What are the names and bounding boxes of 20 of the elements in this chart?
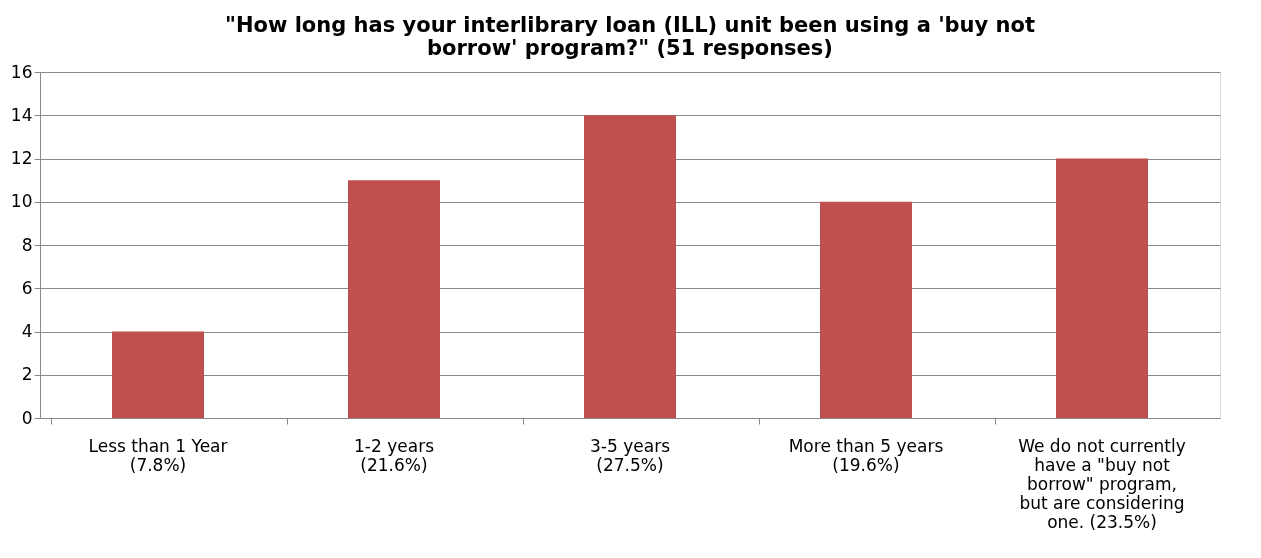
y-tick-label: 12: [10, 148, 33, 168]
x-tick-label: More than 5 years (19.6%): [788, 435, 944, 475]
bar: [820, 201, 912, 418]
bar: [584, 115, 676, 418]
y-tick-label: 8: [21, 234, 33, 255]
y-tick-label: 0: [21, 407, 33, 428]
bar: [112, 331, 204, 418]
bar: [1056, 158, 1148, 418]
x-tick-label: 3-5 years (27.5%): [590, 435, 671, 475]
y-tick-label: 10: [10, 191, 33, 212]
x-tick-label: 1-2 years (21.6%): [354, 435, 435, 475]
y-tick-label: 14: [10, 104, 33, 125]
y-tick-label: 16: [10, 61, 33, 82]
chart-title: "How long has your interlibrary loan (ILL) unit been using a 'buy not borrow' program?" (51 responses): [225, 13, 1035, 60]
y-tick-label: 6: [21, 277, 33, 298]
bar: [348, 180, 440, 418]
y-tick-label: 2: [21, 364, 33, 385]
x-tick-label: Less than 1 Year (7.8%): [88, 435, 228, 475]
y-tick-label: 4: [21, 321, 33, 341]
x-tick-label: We do not currently have a "buy not borrow" program, but are considering one. (23.5%): [1018, 435, 1186, 532]
